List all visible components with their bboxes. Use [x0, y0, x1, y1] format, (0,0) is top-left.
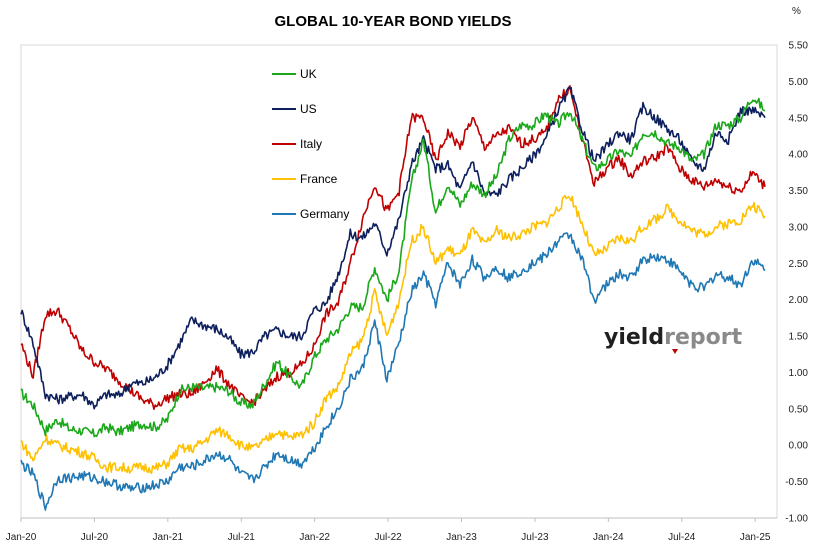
x-tick-label: Jan-25: [740, 532, 771, 543]
series-line-us: [20, 86, 766, 410]
y-tick-label: 5.00: [789, 77, 809, 88]
y-tick-label: -1.00: [785, 514, 808, 525]
x-tick-label: Jan-23: [446, 532, 477, 543]
y-tick-label: 1.00: [789, 368, 809, 379]
chart-legend: UK US Italy France Germany: [272, 67, 349, 221]
y-tick-label: -0.50: [785, 477, 808, 488]
x-tick-label: Jul-23: [521, 532, 549, 543]
y-axis-ticks: -1.00 -0.50 0.00 0.50 1.00 1.50 2.00 2.50 3.00 3.…: [785, 41, 808, 525]
series-line-italy: [20, 85, 766, 411]
y-tick-label: 3.00: [789, 222, 809, 233]
legend-label-us: US: [300, 102, 317, 116]
svg-text:yieldreport: yieldreport: [604, 325, 743, 350]
series-lines: [20, 85, 766, 511]
watermark-arrow-icon: [672, 349, 678, 354]
y-tick-label: 0.00: [789, 441, 809, 452]
y-tick-label: 1.50: [789, 332, 809, 343]
chart-title: GLOBAL 10-YEAR BOND YIELDS: [275, 13, 512, 30]
x-tick-label: Jan-20: [6, 532, 37, 543]
x-tick-label: Jul-24: [668, 532, 696, 543]
y-tick-label: 0.50: [789, 404, 809, 415]
series-line-france: [20, 194, 766, 474]
series-line-uk: [20, 97, 765, 438]
x-tick-label: Jan-24: [593, 532, 624, 543]
series-line-germany: [20, 232, 766, 511]
legend-label-uk: UK: [300, 67, 317, 81]
legend-label-germany: Germany: [300, 207, 349, 221]
y-tick-label: 4.50: [789, 113, 809, 124]
y-tick-label: 2.00: [789, 295, 809, 306]
legend-label-france: France: [300, 172, 338, 186]
yieldreport-watermark: yieldreport: [604, 325, 743, 354]
y-tick-label: 5.50: [789, 41, 809, 52]
y-tick-label: 2.50: [789, 259, 809, 270]
y-axis-unit-label: %: [792, 6, 801, 17]
watermark-brand-part1: yield: [604, 325, 664, 350]
x-tick-label: Jan-22: [299, 532, 330, 543]
x-tick-label: Jan-21: [153, 532, 184, 543]
x-axis-ticks: Jan-20 Jul-20 Jan-21 Jul-21 Jan-22 Jul-22 Jan-…: [6, 518, 771, 543]
x-tick-label: Jul-22: [374, 532, 402, 543]
legend-label-italy: Italy: [300, 137, 322, 151]
x-tick-label: Jul-21: [228, 532, 256, 543]
watermark-brand-part2: report: [664, 325, 742, 350]
y-tick-label: 3.50: [789, 186, 809, 197]
x-tick-label: Jul-20: [81, 532, 109, 543]
plot-area-border: [20, 44, 778, 519]
y-tick-label: 4.00: [789, 150, 809, 161]
